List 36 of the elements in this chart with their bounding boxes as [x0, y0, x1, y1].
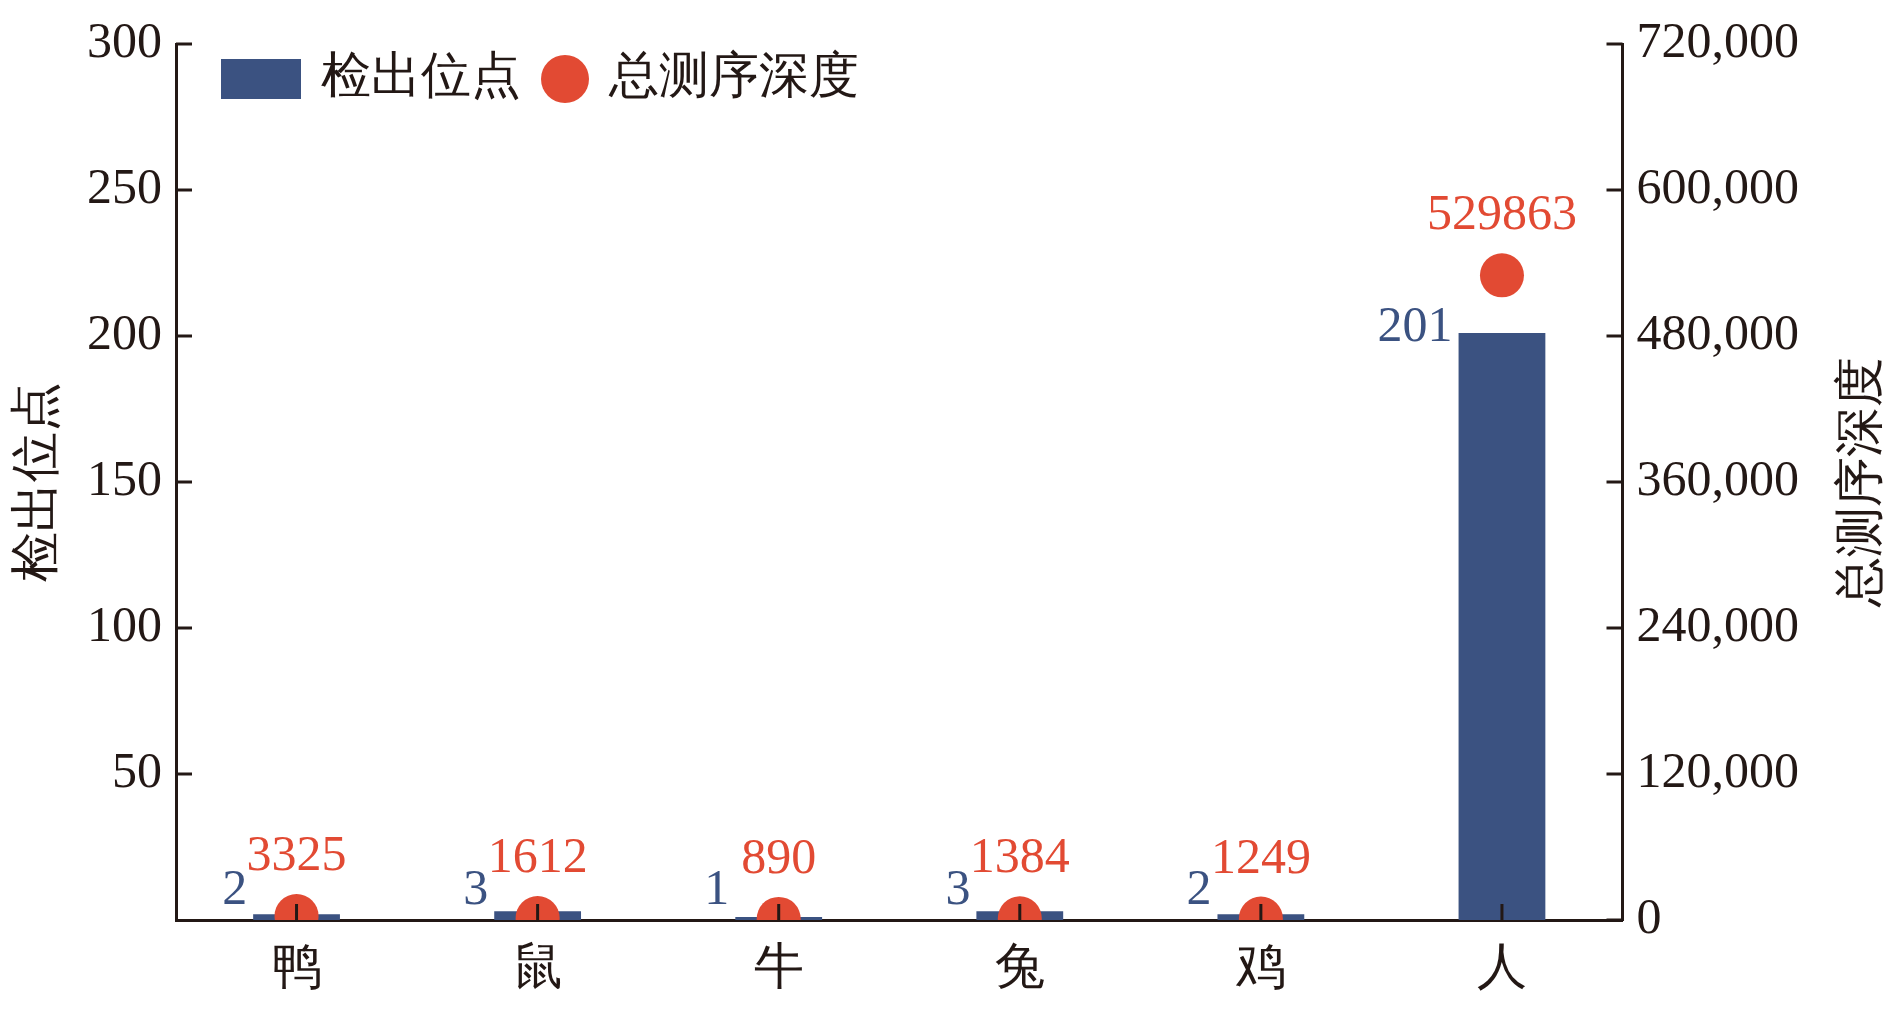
data-label: 2 — [1186, 859, 1212, 916]
data-label: 529863 — [1426, 184, 1577, 241]
y2-tick-label: 240,000 — [1636, 596, 1799, 653]
x-tick-label: 人 — [1476, 938, 1527, 995]
y-tick-label: 300 — [87, 12, 162, 69]
data-label: 3 — [463, 859, 489, 916]
y-tick-label: 150 — [87, 450, 162, 507]
data-label: 3325 — [246, 825, 347, 882]
data-label: 201 — [1377, 296, 1453, 353]
y-axis-title: 检出位点 — [7, 382, 64, 582]
x-tick-label: 鸡 — [1234, 938, 1286, 995]
x-tick-label: 鸭 — [271, 938, 322, 995]
y2-tick-label: 0 — [1636, 888, 1662, 945]
y-tick-label: 100 — [87, 596, 162, 653]
y2-axis-title: 总测序深度 — [1831, 357, 1888, 608]
y2-tick-label: 720,000 — [1636, 12, 1799, 69]
y2-tick-label: 600,000 — [1636, 158, 1799, 215]
data-label: 1249 — [1210, 827, 1311, 884]
legend-label: 总测序深度 — [608, 47, 859, 104]
y2-tick-label: 360,000 — [1636, 450, 1799, 507]
y-tick-label: 200 — [87, 304, 162, 361]
bar — [1458, 333, 1546, 920]
y-tick-label: 250 — [87, 158, 162, 215]
data-label: 1384 — [969, 827, 1070, 884]
data-label: 1612 — [487, 827, 588, 884]
x-tick-label: 兔 — [994, 938, 1045, 995]
x-tick-label: 鼠 — [512, 938, 563, 995]
data-label: 3 — [945, 859, 971, 916]
data-label: 890 — [741, 828, 817, 885]
y-tick-label: 50 — [112, 742, 162, 799]
y2-tick-label: 120,000 — [1636, 742, 1799, 799]
data-label: 1 — [704, 859, 730, 916]
y2-tick-label: 480,000 — [1636, 304, 1799, 361]
x-tick-label: 牛 — [753, 938, 804, 995]
legend-label: 检出位点 — [321, 47, 521, 104]
data-label: 2 — [222, 859, 248, 916]
